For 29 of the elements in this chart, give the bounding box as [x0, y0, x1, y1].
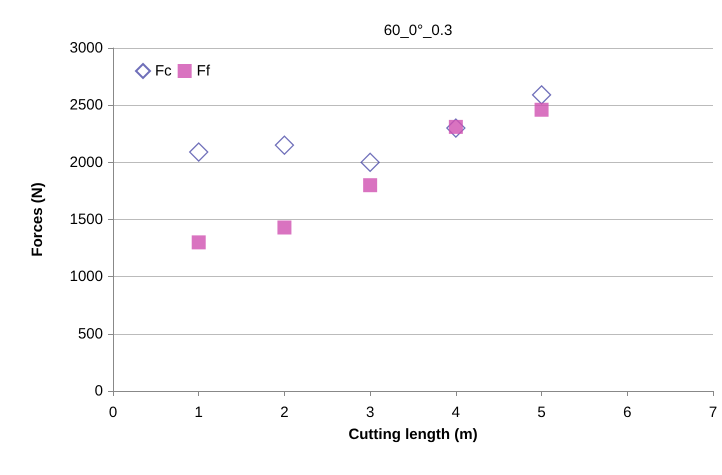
y-tick-label: 500: [78, 325, 103, 342]
y-axis-title: Forces (N): [29, 182, 46, 257]
point: [532, 85, 552, 105]
x-tick-label: 3: [366, 404, 374, 421]
x-tick-label: 4: [452, 404, 460, 421]
point: [360, 152, 380, 172]
y-tick-label: 1000: [70, 268, 103, 286]
point: [192, 235, 206, 250]
y-tick-label: 2000: [70, 154, 103, 171]
point: [189, 142, 208, 162]
point: [277, 220, 292, 235]
x-tick-label: 2: [280, 404, 289, 421]
x-tick-label: 5: [537, 404, 546, 421]
y-tick-label: 3000: [70, 40, 103, 56]
x-tick-label: 1: [194, 404, 203, 421]
x-tick-label: 0: [108, 404, 118, 421]
x-tick-label: 6: [623, 404, 632, 421]
y-tick-label: 1500: [70, 211, 103, 228]
point: [534, 102, 549, 117]
point: [274, 136, 294, 155]
legend-label: Fc: [155, 62, 172, 80]
y-tick-label: 0: [94, 382, 103, 400]
x-tick-label: 7: [708, 404, 718, 421]
y-tick-label: 2500: [70, 96, 103, 114]
point: [446, 118, 466, 138]
x-axis-title: Cutting length (m): [348, 426, 478, 443]
legend-label: Ff: [196, 62, 211, 80]
chart-title: 60_0°_0.3: [384, 22, 452, 39]
point: [363, 178, 378, 192]
